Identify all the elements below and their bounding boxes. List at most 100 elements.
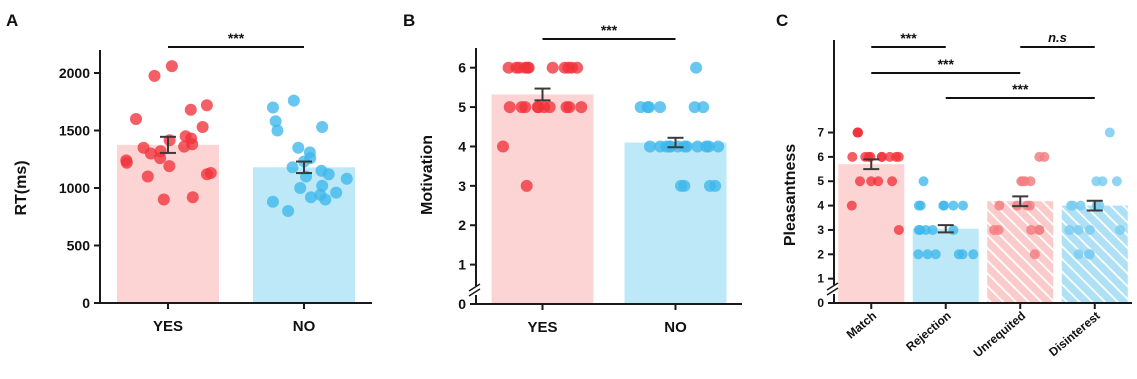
data-point-c-0-17: [893, 224, 904, 235]
y-axis-label-c: Pleasantness: [782, 144, 799, 246]
y-axis-label-a: RT(ms): [13, 160, 30, 215]
panel-a: A RT(ms) 0 500 1000 1500 2000 YES NO ***: [6, 11, 372, 335]
data-point-c-1-11: [927, 224, 938, 235]
y-tick-label-c-0: 0: [817, 296, 824, 310]
data-point-b-1-18: [660, 140, 673, 153]
data-point-b-0-22: [520, 179, 533, 192]
data-point-c-1-6: [957, 200, 968, 211]
data-point-c-3-6: [1091, 200, 1102, 211]
y-tick-label-b-1: 1: [458, 257, 466, 273]
data-point-a-1-13: [340, 172, 353, 185]
data-point-a-1-11: [322, 168, 335, 181]
y-tick-label-a-0: 0: [82, 295, 90, 311]
data-point-c-1-5: [913, 200, 924, 211]
y-tick-label-b-3: 3: [458, 178, 466, 194]
data-point-c-3-11: [1084, 224, 1095, 235]
data-point-c-1-16: [913, 249, 924, 260]
data-point-b-0-11: [575, 101, 588, 114]
error-bar-c-0: [863, 158, 880, 171]
data-point-c-2-5: [1017, 176, 1028, 187]
data-point-c-1-4: [938, 200, 949, 211]
data-point-a-0-21: [186, 191, 199, 204]
data-point-a-1-9: [286, 161, 299, 174]
data-point-c-0-11: [876, 151, 887, 162]
data-point-a-0-4: [130, 113, 143, 125]
y-tick-label-b-0: 0: [458, 296, 466, 312]
error-bar-c-2: [1012, 195, 1029, 208]
data-point-a-1-2: [269, 115, 282, 128]
data-point-c-0-8: [847, 151, 858, 162]
x-tick-label-c-0: Match: [844, 309, 880, 342]
data-point-c-2-13: [1026, 224, 1037, 235]
data-point-b-1-14: [691, 140, 704, 153]
data-point-c-1-14: [957, 249, 968, 260]
data-point-c-2-8: [994, 200, 1005, 211]
bar-b-0: [491, 94, 594, 304]
y-tick-label-b-2: 2: [458, 217, 466, 233]
data-point-a-0-1: [148, 69, 161, 82]
data-point-a-0-20: [200, 168, 213, 181]
data-point-c-0-16: [846, 200, 857, 211]
data-point-a-0-16: [120, 156, 133, 169]
data-point-b-1-2: [654, 101, 667, 114]
data-point-b-0-8: [522, 61, 535, 74]
data-point-a-1-14: [316, 179, 329, 192]
y-tick-label-c-5: 5: [817, 174, 824, 188]
data-point-a-1-3: [316, 121, 329, 134]
data-point-b-1-5: [688, 101, 701, 114]
data-point-a-0-17: [163, 160, 176, 173]
data-point-c-2-12: [1034, 224, 1045, 235]
data-point-b-0-9: [546, 61, 559, 74]
data-point-c-3-9: [1073, 224, 1084, 235]
x-tick-label-a-1: NO: [293, 318, 316, 335]
data-point-a-1-19: [319, 193, 332, 206]
error-bar-b-1: [667, 136, 684, 149]
data-point-b-0-20: [560, 101, 573, 114]
data-point-c-2-15: [1029, 249, 1040, 260]
y-tick-label-b-6: 6: [458, 60, 466, 76]
panel-b: B Motivation 0 1 2 3 4 5 6 YES NO ***: [403, 11, 742, 336]
data-point-a-1-16: [330, 186, 343, 199]
significance-label-c-1: n.s: [1048, 30, 1067, 45]
data-point-c-2-14: [993, 224, 1004, 235]
panel-label-b: B: [403, 11, 415, 30]
y-tick-label-c-4: 4: [817, 199, 824, 213]
data-point-c-1-7: [948, 224, 959, 235]
significance-label-c-3: ***: [1012, 81, 1029, 97]
y-tick-label-a-2: 1000: [59, 180, 90, 196]
data-point-c-3-7: [1075, 200, 1086, 211]
data-point-c-3-0: [1104, 127, 1115, 138]
x-tick-label-c-3: Disinterest: [1046, 309, 1103, 360]
significance-bracket-a-0: ***: [168, 30, 304, 48]
data-point-b-0-17: [515, 101, 528, 114]
y-tick-label-a-3: 1500: [59, 123, 90, 139]
data-point-a-0-2: [200, 99, 213, 112]
data-point-c-3-15: [1073, 249, 1084, 260]
significance-bracket-b-0: ***: [542, 22, 676, 40]
axis-break-b: [468, 283, 481, 297]
data-point-a-1-20: [266, 195, 279, 208]
error-bar-a-0: [160, 135, 176, 154]
data-point-c-1-17: [922, 249, 933, 260]
data-point-c-3-12: [1115, 224, 1126, 235]
data-point-a-0-3: [184, 103, 197, 116]
data-point-c-0-14: [866, 176, 877, 187]
significance-label-b-0: ***: [601, 22, 618, 38]
panel-label-c: C: [776, 11, 788, 30]
data-point-c-1-15: [930, 249, 941, 260]
y-axis-label-b: Motivation: [419, 135, 436, 215]
x-tick-label-a-0: YES: [153, 318, 183, 335]
data-point-a-0-22: [157, 193, 170, 206]
data-point-b-0-15: [531, 101, 544, 114]
significance-bracket-c-3: ***: [945, 81, 1095, 99]
data-point-c-3-10: [1064, 224, 1075, 235]
data-point-a-1-15: [294, 182, 307, 194]
y-tick-label-c-7: 7: [817, 126, 824, 140]
significance-bracket-c-1: n.s: [1020, 30, 1095, 48]
data-point-b-0-19: [503, 101, 516, 114]
bar-b-1: [624, 142, 727, 304]
data-point-b-1-21: [674, 179, 687, 192]
y-tick-label-c-1: 1: [817, 272, 824, 286]
data-point-b-1-12: [680, 140, 693, 153]
